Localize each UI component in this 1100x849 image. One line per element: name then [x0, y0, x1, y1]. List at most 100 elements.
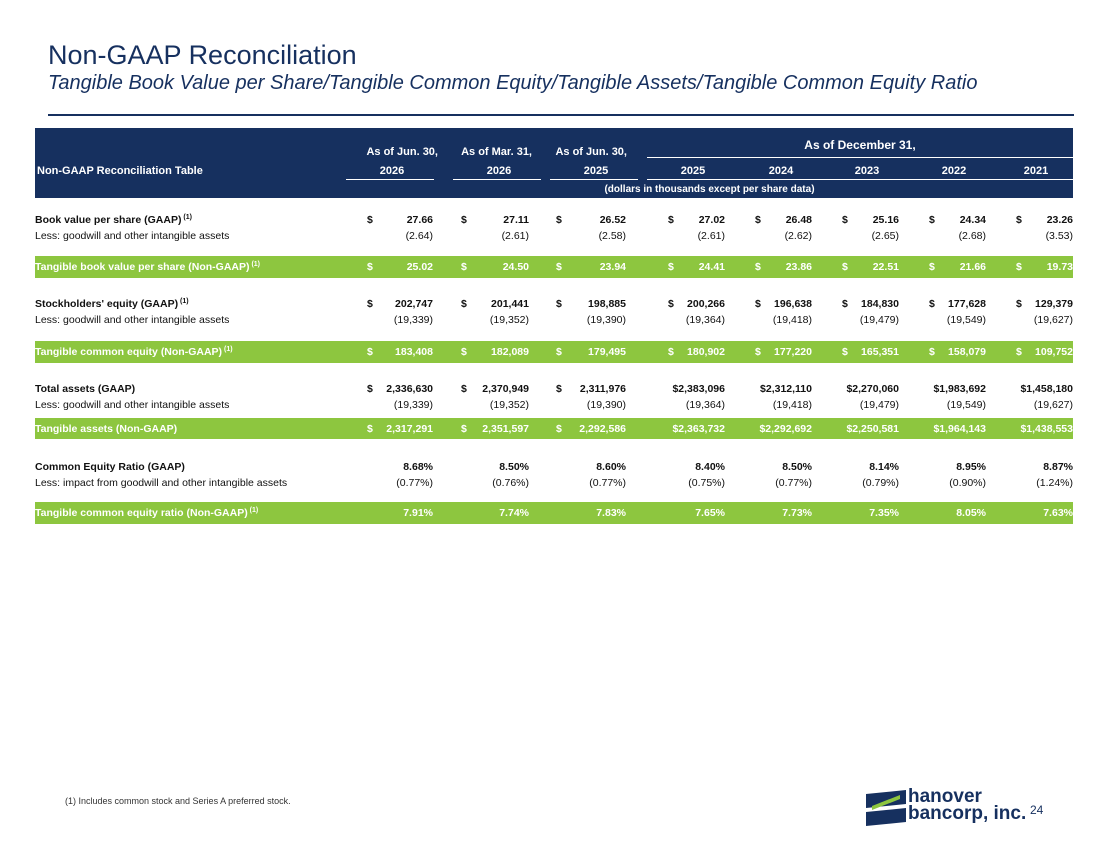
cell-value: 177,220 [774, 346, 812, 358]
currency-symbol: $ [842, 298, 848, 310]
table-row: Tangible common equity ratio (Non-GAAP) … [35, 502, 1073, 524]
currency-symbol: $ [367, 214, 373, 226]
currency-symbol: $ [1016, 298, 1022, 310]
cell-value: $2,383,096 [672, 383, 725, 395]
hanover-logo-icon [866, 790, 906, 826]
currency-symbol: $ [556, 298, 562, 310]
cell-value: 129,379 [1035, 298, 1073, 310]
currency-symbol: $ [367, 383, 373, 395]
cell-value: 7.73% [782, 507, 812, 519]
units-note-bar: (dollars in thousands except per share d… [346, 181, 1073, 198]
currency-symbol: $ [755, 214, 761, 226]
row-label: Common Equity Ratio (GAAP) [35, 461, 185, 473]
table-row: Tangible assets (Non-GAAP) $2,317,291 $2,3… [35, 418, 1073, 439]
cell-value: (2.65) [871, 230, 899, 242]
row-label: Less: goodwill and other intangible asse… [35, 399, 230, 411]
cell-value: 182,089 [491, 346, 529, 358]
currency-symbol: $ [556, 214, 562, 226]
currency-symbol: $ [461, 298, 467, 310]
cell-value: (19,549) [946, 399, 986, 411]
cell-value: $2,363,732 [672, 423, 725, 435]
cell-value: (19,352) [489, 314, 529, 326]
cell-value: 2,317,291 [386, 423, 433, 435]
units-note: (dollars in thousands except per share d… [604, 184, 815, 195]
cell-value: (0.76%) [492, 477, 529, 489]
year-underline-3 [550, 179, 638, 180]
cell-value: 158,079 [948, 346, 986, 358]
cell-value: (0.77%) [775, 477, 812, 489]
cell-value: 8.40% [695, 461, 725, 473]
cell-value: (19,479) [859, 314, 899, 326]
currency-symbol: $ [842, 346, 848, 358]
logo-line-1: hanover [908, 786, 982, 807]
row-label: Tangible book value per share (Non-GAAP)… [35, 261, 261, 273]
cell-value: (2.64) [405, 230, 433, 242]
cell-value: (19,390) [586, 314, 626, 326]
col-year-6: 2023 [854, 165, 880, 177]
cell-value: (2.62) [784, 230, 812, 242]
cell-value: 2,336,630 [386, 383, 433, 395]
cell-value: 27.66 [406, 214, 433, 226]
currency-symbol: $ [556, 261, 562, 273]
row-label: Book value per share (GAAP) (1) [35, 214, 192, 226]
cell-value: 202,747 [395, 298, 433, 310]
currency-symbol: $ [1016, 261, 1022, 273]
cell-value: 26.48 [785, 214, 812, 226]
cell-value: 184,830 [861, 298, 899, 310]
col-year-7: 2022 [941, 165, 967, 177]
cell-value: (0.77%) [589, 477, 626, 489]
cell-value: (0.90%) [949, 477, 986, 489]
cell-value: 8.50% [782, 461, 812, 473]
row-label: Less: impact from goodwill and other int… [35, 477, 288, 489]
row-label: Less: goodwill and other intangible asse… [35, 314, 230, 326]
cell-value: $2,270,060 [846, 383, 899, 395]
currency-symbol: $ [367, 261, 373, 273]
col-year-2: 2026 [486, 165, 512, 177]
table-row: Stockholders' equity (GAAP) (1) $202,747 $… [35, 296, 1073, 312]
col-group-3: As of Jun. 30, [555, 146, 627, 158]
cell-value: (3.53) [1045, 230, 1073, 242]
cell-value: (19,627) [1033, 314, 1073, 326]
cell-value: (0.75%) [688, 477, 725, 489]
cell-value: (19,339) [393, 314, 433, 326]
cell-value: 8.14% [869, 461, 899, 473]
cell-value: 23.26 [1046, 214, 1073, 226]
currency-symbol: $ [929, 298, 935, 310]
cell-value: 2,292,586 [579, 423, 626, 435]
company-logo-text: hanover bancorp, inc. [908, 786, 1027, 824]
col-year-4: 2025 [680, 165, 706, 177]
footnote: (1) Includes common stock and Series A p… [65, 796, 291, 806]
cell-value: 24.41 [698, 261, 725, 273]
year-underline-4 [647, 179, 1073, 180]
table-row: Less: goodwill and other intangible asse… [35, 312, 1073, 328]
cell-value: $1,438,553 [1020, 423, 1073, 435]
cell-value: 19.73 [1046, 261, 1073, 273]
table-row: Less: goodwill and other intangible asse… [35, 397, 1073, 413]
cell-value: (0.77%) [396, 477, 433, 489]
table-row: Less: goodwill and other intangible asse… [35, 228, 1073, 244]
cell-value: 198,885 [588, 298, 626, 310]
row-label: Tangible common equity ratio (Non-GAAP) … [35, 507, 259, 519]
cell-value: 24.50 [502, 261, 529, 273]
cell-value: 8.60% [596, 461, 626, 473]
cell-value: 200,266 [687, 298, 725, 310]
col-year-5: 2024 [768, 165, 794, 177]
currency-symbol: $ [367, 298, 373, 310]
cell-value: 23.94 [599, 261, 626, 273]
cell-value: 109,752 [1035, 346, 1073, 358]
currency-symbol: $ [461, 261, 467, 273]
currency-symbol: $ [929, 261, 935, 273]
cell-value: 7.74% [499, 507, 529, 519]
row-label: Tangible assets (Non-GAAP) [35, 423, 178, 435]
cell-value: $2,292,692 [759, 423, 812, 435]
cell-value: 7.35% [869, 507, 899, 519]
row-label: Total assets (GAAP) [35, 383, 136, 395]
cell-value: (19,364) [685, 314, 725, 326]
cell-value: (19,339) [393, 399, 433, 411]
cell-value: 183,408 [395, 346, 433, 358]
cell-value: 7.91% [403, 507, 433, 519]
currency-symbol: $ [668, 261, 674, 273]
currency-symbol: $ [929, 346, 935, 358]
logo-line-2: bancorp, inc. [908, 803, 1027, 824]
cell-value: 8.95% [956, 461, 986, 473]
